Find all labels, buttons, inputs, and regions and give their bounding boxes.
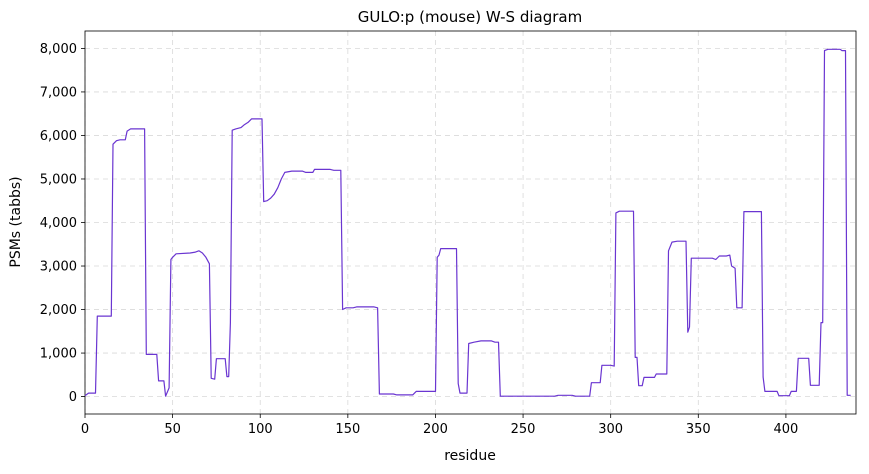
- x-tick-label: 100: [248, 422, 273, 437]
- x-tick-label: 300: [598, 422, 623, 437]
- x-tick-label: 200: [423, 422, 448, 437]
- y-tick-label: 2,000: [40, 303, 77, 318]
- y-axis-label: PSMs (tabbs): [8, 176, 24, 267]
- series-layer: [84, 48, 851, 397]
- x-tick-label: 50: [164, 422, 181, 437]
- y-tick-label: 6,000: [40, 129, 77, 144]
- grid-lines: [84, 31, 856, 414]
- y-tick-label: 4,000: [40, 216, 77, 231]
- y-tick-label: 1,000: [40, 347, 77, 362]
- plot-area-frame: [84, 30, 857, 415]
- y-tick-label: 5,000: [40, 172, 77, 187]
- x-axis-ticks: 0 50 100 150 200 250 300 350 400: [81, 414, 798, 437]
- y-tick-label: 8,000: [40, 42, 77, 57]
- y-tick-label: 7,000: [40, 85, 77, 100]
- x-tick-label: 150: [335, 422, 360, 437]
- x-tick-label: 250: [511, 422, 536, 437]
- x-tick-label: 0: [81, 422, 89, 437]
- y-tick-label: 3,000: [40, 260, 77, 275]
- chart-title: GULO:p (mouse) W-S diagram: [358, 8, 582, 26]
- series-line: [84, 48, 851, 397]
- y-axis-ticks: 0 1,000 2,000 3,000 4,000 5,000 6,000 7,000 8,00…: [40, 42, 85, 405]
- x-tick-label: 400: [773, 422, 798, 437]
- y-tick-label: 0: [69, 390, 77, 405]
- x-tick-label: 350: [686, 422, 711, 437]
- x-axis-label: residue: [444, 448, 496, 464]
